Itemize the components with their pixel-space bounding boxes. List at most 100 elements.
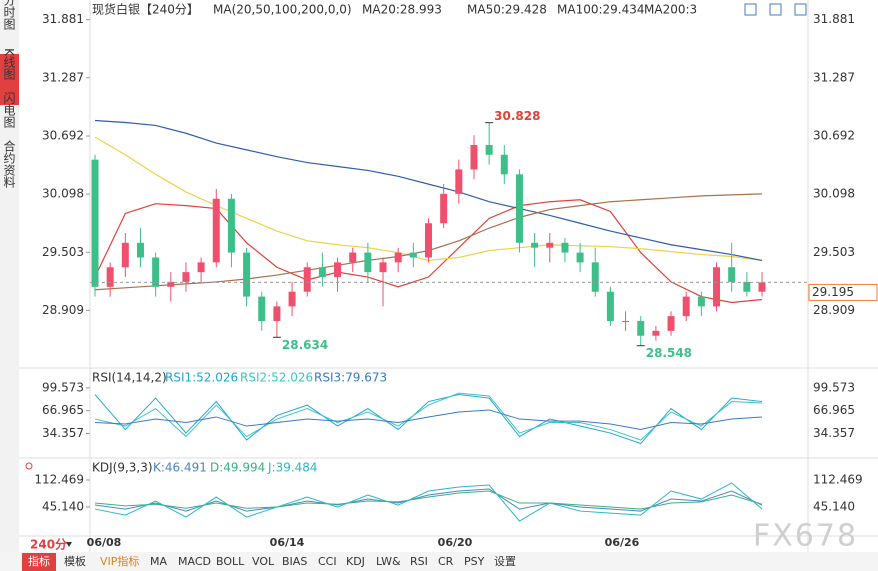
candle-body	[182, 272, 190, 282]
candle-body	[758, 282, 766, 292]
toolbar-item[interactable]: RSI	[410, 555, 428, 568]
toolbar-item[interactable]: MA	[150, 555, 167, 568]
candle-body	[591, 262, 599, 292]
y-tick-label: 45.140	[42, 499, 84, 513]
legend-text: K:46.491	[153, 461, 207, 475]
toolbar-item[interactable]: CR	[438, 555, 454, 568]
y-tick-label: 29.503	[42, 245, 84, 259]
kdj-icon[interactable]	[25, 462, 33, 470]
icon[interactable]	[744, 3, 757, 16]
panel-title: KDJ(9,3,3)	[92, 461, 153, 475]
toolbar	[0, 552, 878, 571]
toolbar-item[interactable]: 模板	[64, 554, 86, 568]
annotation: 28.634	[282, 338, 328, 352]
candle-body	[440, 193, 448, 224]
y-tick-label: 34.357	[813, 426, 855, 440]
y-tick-label: 30.098	[42, 187, 84, 201]
candle-body	[258, 296, 266, 322]
candle-body	[652, 330, 660, 336]
y-tick-label: 45.140	[813, 499, 855, 513]
ma-line	[94, 199, 763, 304]
sidebar-tab[interactable]: 合约资料	[2, 139, 16, 188]
toolbar-item[interactable]: BIAS	[282, 555, 307, 568]
y-tick-label: 99.573	[813, 380, 855, 394]
y-tick-label: 31.881	[813, 12, 855, 26]
legend-text: MA50:29.428	[467, 3, 547, 17]
legend-text: 现货白银	[92, 2, 140, 17]
y-tick-label: 28.909	[42, 303, 84, 317]
window-icons	[744, 3, 807, 16]
legend-text: D:49.994	[210, 461, 265, 475]
legend-text: 【240分】	[140, 3, 199, 17]
annotation: 30.828	[494, 109, 540, 123]
legend-text: MA100:29.434	[557, 3, 645, 17]
candle-body	[288, 291, 296, 307]
sidebar-tab[interactable]: 分时图	[2, 0, 16, 30]
icon[interactable]	[794, 3, 807, 16]
candle-body	[318, 267, 326, 278]
indicator-line	[94, 482, 763, 522]
sidebar	[0, 0, 19, 552]
indicator-line	[94, 392, 763, 441]
y-tick-label: 30.098	[813, 187, 855, 201]
toolbar-active	[22, 553, 56, 571]
candle-body	[682, 296, 690, 317]
candle-body	[379, 262, 387, 273]
annotation: 28.548	[646, 346, 692, 360]
candle-body	[167, 281, 175, 287]
legend-text: J:39.484	[267, 461, 318, 475]
toolbar-item[interactable]: VOL	[252, 555, 275, 568]
candle-body	[500, 154, 508, 175]
watermark: FX678	[753, 519, 858, 554]
candle-body	[622, 321, 630, 323]
candle-body	[197, 262, 205, 273]
toolbar-item[interactable]: 设置	[494, 555, 516, 568]
sidebar-tab[interactable]: 闪电图	[2, 92, 16, 128]
candle-body	[273, 306, 281, 322]
panel-title: RSI(14,14,2)	[92, 371, 167, 385]
candle-body	[485, 144, 493, 155]
toolbar-item[interactable]: VIP指标	[100, 554, 139, 568]
toolbar-item[interactable]: LW&	[376, 555, 401, 568]
x-tick-label: 06/20	[438, 536, 473, 549]
candle-body	[364, 252, 372, 273]
candle-body	[743, 281, 751, 292]
y-tick-label: 99.573	[42, 380, 84, 394]
candle-body	[455, 169, 463, 194]
toolbar-item[interactable]: CCI	[318, 555, 337, 568]
legend-text: RSI1:52.026	[165, 371, 238, 385]
candle-body	[121, 242, 129, 268]
candle-body	[606, 291, 614, 322]
y-tick-label: 34.357	[42, 426, 84, 440]
legend-text: MA(20,50,100,200,0,0)	[213, 3, 352, 17]
y-tick-label: 66.965	[813, 403, 855, 417]
tab-active	[0, 54, 19, 105]
y-tick-label: 29.503	[813, 245, 855, 259]
candle-body	[697, 296, 705, 307]
x-tick-label: 06/26	[605, 536, 640, 549]
candle-body	[212, 198, 220, 263]
candle-body	[227, 198, 235, 253]
candle-body	[91, 159, 99, 287]
candle-body	[470, 144, 478, 170]
legend-text: RSI3:79.673	[314, 371, 387, 385]
legend-text: RSI2:52.026	[240, 371, 313, 385]
y-tick-label: 28.909	[813, 303, 855, 317]
toolbar-item[interactable]: BOLL	[216, 555, 245, 568]
last-price: 29.195	[812, 285, 854, 299]
candle-body	[303, 267, 311, 292]
y-tick-label: 30.692	[42, 128, 84, 142]
toolbar-item[interactable]: PSY	[464, 555, 485, 568]
toolbar-item[interactable]: MACD	[178, 555, 211, 568]
icon[interactable]	[769, 3, 782, 16]
candle-body	[334, 262, 342, 278]
dropdown	[66, 542, 72, 547]
legend-text: MA20:28.993	[362, 3, 442, 17]
period[interactable]: 240分	[30, 537, 67, 552]
sidebar-tab[interactable]: K线图	[2, 48, 16, 80]
toolbar-item[interactable]: 指标	[28, 554, 50, 568]
candle-body	[713, 267, 721, 307]
candle-body	[136, 242, 144, 258]
candle-body	[637, 321, 645, 336]
toolbar-item[interactable]: KDJ	[346, 555, 365, 568]
